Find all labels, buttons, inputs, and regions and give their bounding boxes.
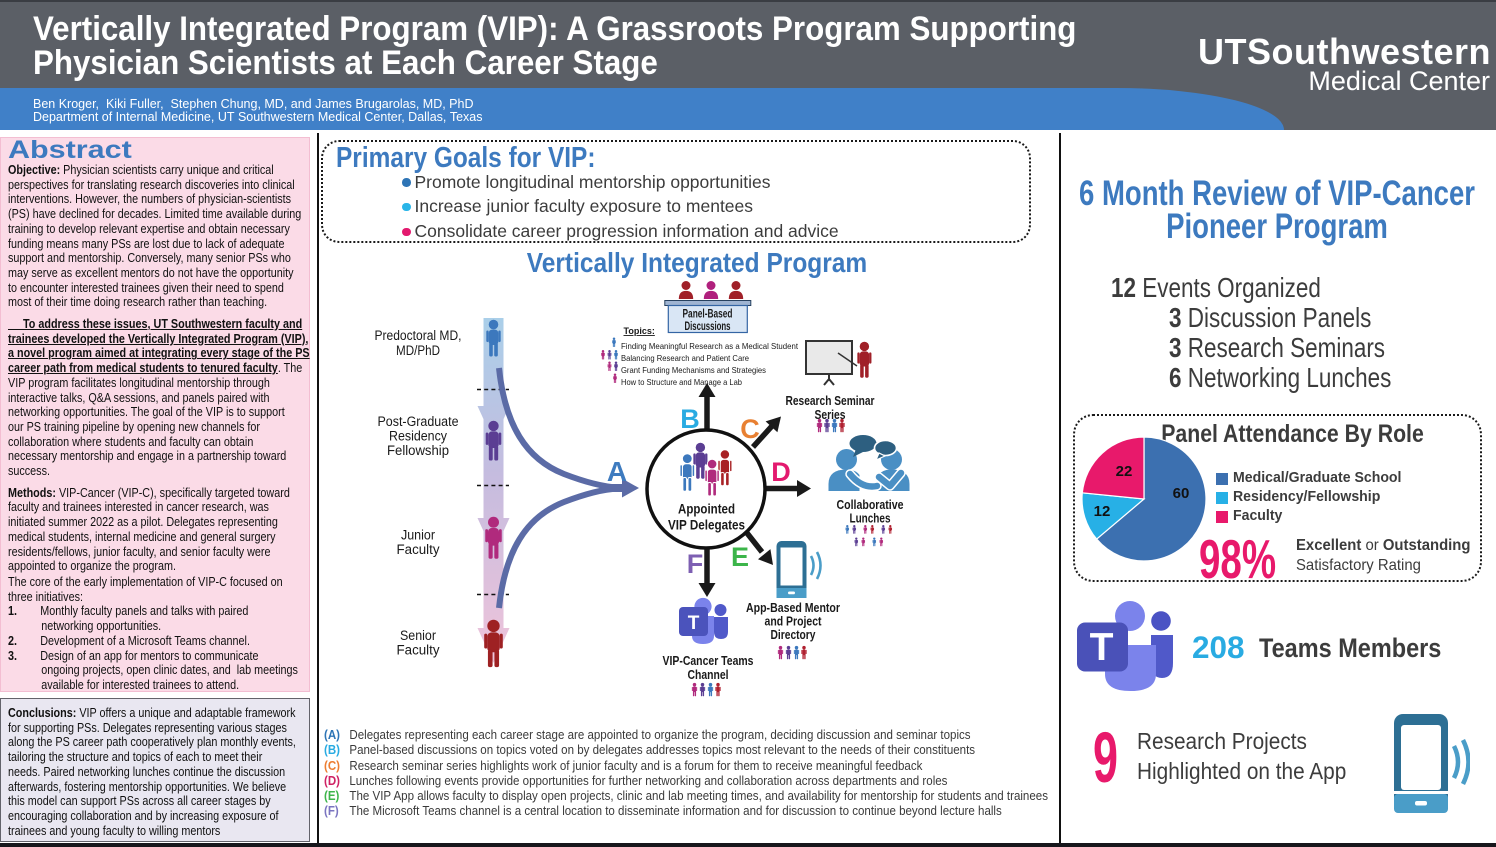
svg-text:Junior: Junior — [401, 528, 435, 543]
svg-text:C: C — [740, 414, 760, 444]
svg-text:12: 12 — [1094, 503, 1111, 520]
svg-text:B: B — [680, 404, 700, 434]
svg-text:Discussions: Discussions — [685, 321, 731, 333]
svg-text:Topics:: Topics: — [624, 326, 655, 336]
svg-text:Collaborative: Collaborative — [837, 497, 904, 512]
svg-text:Grant Funding Mechanisms and S: Grant Funding Mechanisms and Strategies — [621, 365, 766, 375]
svg-text:Fellowship: Fellowship — [387, 443, 449, 458]
svg-text:Senior: Senior — [400, 628, 436, 643]
svg-text:VIP-Cancer Teams: VIP-Cancer Teams — [663, 653, 754, 668]
svg-text:Channel: Channel — [688, 667, 729, 682]
svg-text:60: 60 — [1173, 485, 1190, 502]
svg-text:MD/PhD: MD/PhD — [396, 343, 440, 358]
svg-text:Directory: Directory — [771, 627, 817, 642]
svg-text:Research Seminar: Research Seminar — [786, 393, 875, 408]
svg-text:How to Structure and Manage a: How to Structure and Manage a Lab — [621, 377, 742, 387]
svg-text:Post-Graduate: Post-Graduate — [378, 414, 459, 429]
svg-text:E: E — [731, 542, 749, 572]
svg-text:A: A — [607, 456, 627, 487]
svg-text:T: T — [1090, 626, 1114, 669]
svg-text:F: F — [687, 549, 704, 579]
svg-text:22: 22 — [1116, 463, 1133, 480]
svg-text:App-Based Mentor: App-Based Mentor — [746, 600, 840, 615]
svg-text:Finding Meaningful Research as: Finding Meaningful Research as a Medical… — [621, 341, 799, 351]
svg-text:T: T — [688, 613, 700, 634]
svg-text:Predoctoral MD,: Predoctoral MD, — [375, 328, 462, 343]
svg-text:Series: Series — [815, 407, 846, 422]
svg-text:Balancing Research and Patient: Balancing Research and Patient Care — [621, 353, 749, 363]
svg-text:Panel-Based: Panel-Based — [683, 309, 733, 321]
svg-text:Lunches: Lunches — [850, 511, 891, 526]
svg-text:D: D — [771, 457, 791, 487]
svg-text:Faculty: Faculty — [397, 542, 440, 557]
svg-text:VIP Delegates: VIP Delegates — [668, 517, 745, 533]
svg-text:and Project: and Project — [765, 614, 823, 629]
svg-text:Appointed: Appointed — [678, 501, 735, 517]
svg-text:Residency: Residency — [389, 429, 447, 444]
svg-text:Faculty: Faculty — [397, 643, 440, 658]
